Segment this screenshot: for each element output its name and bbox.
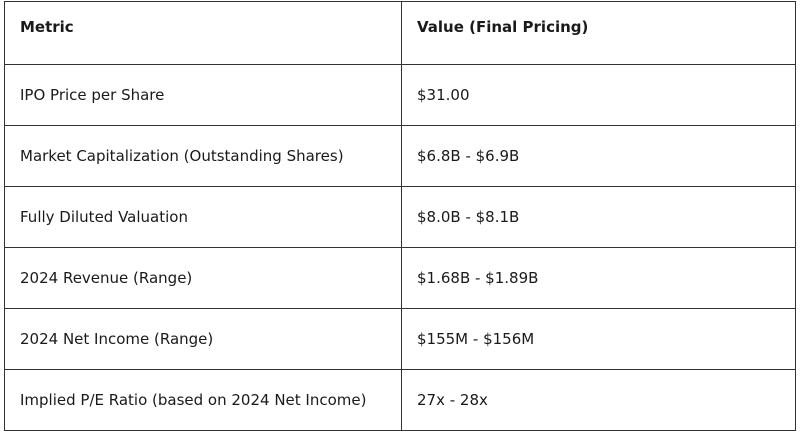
table-cell: 2024 Revenue (Range) (4, 247, 402, 309)
table-cell: $31.00 (401, 64, 796, 126)
header-row: Metric Value (Final Pricing) (4, 1, 796, 65)
table-cell: $8.0B - $8.1B (401, 186, 796, 248)
table-cell: IPO Price per Share (4, 64, 402, 126)
table-cell: Market Capitalization (Outstanding Share… (4, 125, 402, 187)
table: Metric Value (Final Pricing) IPO Price p… (4, 1, 796, 431)
table-row: Fully Diluted Valuation $8.0B - $8.1B (4, 186, 796, 248)
table-cell: $155M - $156M (401, 308, 796, 370)
table-row: Market Capitalization (Outstanding Share… (4, 125, 796, 187)
table-row: 2024 Revenue (Range) $1.68B - $1.89B (4, 247, 796, 309)
table-body: IPO Price per Share $31.00 Market Capitali… (4, 64, 796, 431)
table-cell: Implied P/E Ratio (based on 2024 Net Inc… (4, 369, 402, 431)
table-row: Implied P/E Ratio (based on 2024 Net Inc… (4, 369, 796, 431)
table-cell: 27x - 28x (401, 369, 796, 431)
table-cell: Fully Diluted Valuation (4, 186, 402, 248)
table-cell: $6.8B - $6.9B (401, 125, 796, 187)
table-row: IPO Price per Share $31.00 (4, 64, 796, 126)
header-cell: Value (Final Pricing) (401, 1, 796, 65)
table-cell: 2024 Net Income (Range) (4, 308, 402, 370)
header-cell: Metric (4, 1, 402, 65)
table-cell: $1.68B - $1.89B (401, 247, 796, 309)
table-row: 2024 Net Income (Range) $155M - $156M (4, 308, 796, 370)
